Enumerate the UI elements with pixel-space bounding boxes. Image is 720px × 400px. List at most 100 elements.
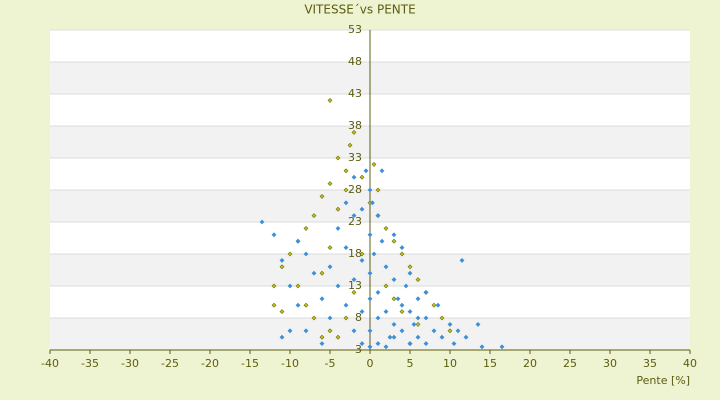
data-point — [327, 315, 333, 321]
data-point — [399, 302, 405, 308]
data-point — [459, 257, 465, 263]
data-point — [399, 251, 405, 257]
data-point — [359, 251, 365, 257]
data-point — [319, 334, 325, 340]
data-point — [303, 225, 309, 231]
data-point — [295, 302, 301, 308]
data-point — [403, 283, 409, 289]
data-point — [303, 302, 309, 308]
x-tick-label: 30 — [603, 357, 617, 370]
data-point — [311, 213, 317, 219]
data-point — [371, 161, 377, 167]
data-point — [391, 277, 397, 283]
data-point — [351, 277, 357, 283]
y-tick-label: 8 — [355, 311, 362, 324]
data-point — [303, 328, 309, 334]
data-point — [447, 321, 453, 327]
data-point — [327, 328, 333, 334]
data-point — [399, 245, 405, 251]
data-point — [351, 213, 357, 219]
x-tick-label: -15 — [241, 357, 259, 370]
data-point — [359, 257, 365, 263]
x-tick-label: 25 — [563, 357, 577, 370]
x-tick-label: 35 — [643, 357, 657, 370]
data-point — [367, 328, 373, 334]
data-point — [271, 283, 277, 289]
data-point — [287, 328, 293, 334]
data-point — [399, 309, 405, 315]
data-point — [279, 334, 285, 340]
data-point — [271, 302, 277, 308]
data-point — [375, 341, 381, 347]
data-point — [351, 328, 357, 334]
data-point — [359, 309, 365, 315]
data-point — [391, 334, 397, 340]
data-point — [439, 334, 445, 340]
data-point — [435, 302, 441, 308]
data-point — [303, 251, 309, 257]
data-point — [319, 193, 325, 199]
data-point — [383, 264, 389, 270]
data-point — [431, 302, 437, 308]
data-point — [391, 296, 397, 302]
data-point — [343, 187, 349, 193]
data-point — [407, 270, 413, 276]
data-point — [335, 283, 341, 289]
data-point — [499, 344, 505, 350]
data-point — [423, 315, 429, 321]
data-point — [327, 181, 333, 187]
data-point — [407, 341, 413, 347]
data-point — [367, 296, 373, 302]
data-point — [463, 334, 469, 340]
data-point — [407, 309, 413, 315]
data-point — [351, 174, 357, 180]
data-point — [431, 328, 437, 334]
data-point — [363, 168, 369, 174]
data-point — [383, 225, 389, 231]
data-point — [335, 206, 341, 212]
data-point — [387, 334, 393, 340]
data-point — [399, 328, 405, 334]
data-point — [391, 238, 397, 244]
data-point — [347, 142, 353, 148]
data-point — [367, 232, 373, 238]
data-point — [327, 97, 333, 103]
data-point — [287, 251, 293, 257]
data-point — [391, 321, 397, 327]
data-point — [383, 283, 389, 289]
data-point — [411, 321, 417, 327]
x-tick-label: -20 — [201, 357, 219, 370]
data-point — [359, 206, 365, 212]
data-point — [343, 200, 349, 206]
data-point — [343, 315, 349, 321]
data-point — [395, 296, 401, 302]
y-tick-label: 48 — [348, 55, 362, 68]
y-tick-label: 28 — [348, 183, 362, 196]
x-tick-label: -10 — [281, 357, 299, 370]
data-point — [259, 219, 265, 225]
y-tick-label: 23 — [348, 215, 362, 228]
x-tick-label: -40 — [41, 357, 59, 370]
data-point — [351, 129, 357, 135]
y-tick-label: 18 — [348, 247, 362, 260]
data-point — [359, 341, 365, 347]
data-point — [271, 232, 277, 238]
x-tick-label: -30 — [121, 357, 139, 370]
y-tick-label: 13 — [348, 279, 362, 292]
x-axis-label: Pente [%] — [636, 374, 690, 387]
data-point — [415, 296, 421, 302]
x-tick-label: 5 — [407, 357, 414, 370]
data-point — [447, 328, 453, 334]
data-point — [279, 264, 285, 270]
data-point — [279, 309, 285, 315]
data-point — [343, 245, 349, 251]
data-point — [415, 277, 421, 283]
data-point — [475, 321, 481, 327]
data-point — [311, 315, 317, 321]
data-point — [415, 315, 421, 321]
data-point — [407, 264, 413, 270]
x-tick-label: 15 — [483, 357, 497, 370]
data-point — [335, 225, 341, 231]
